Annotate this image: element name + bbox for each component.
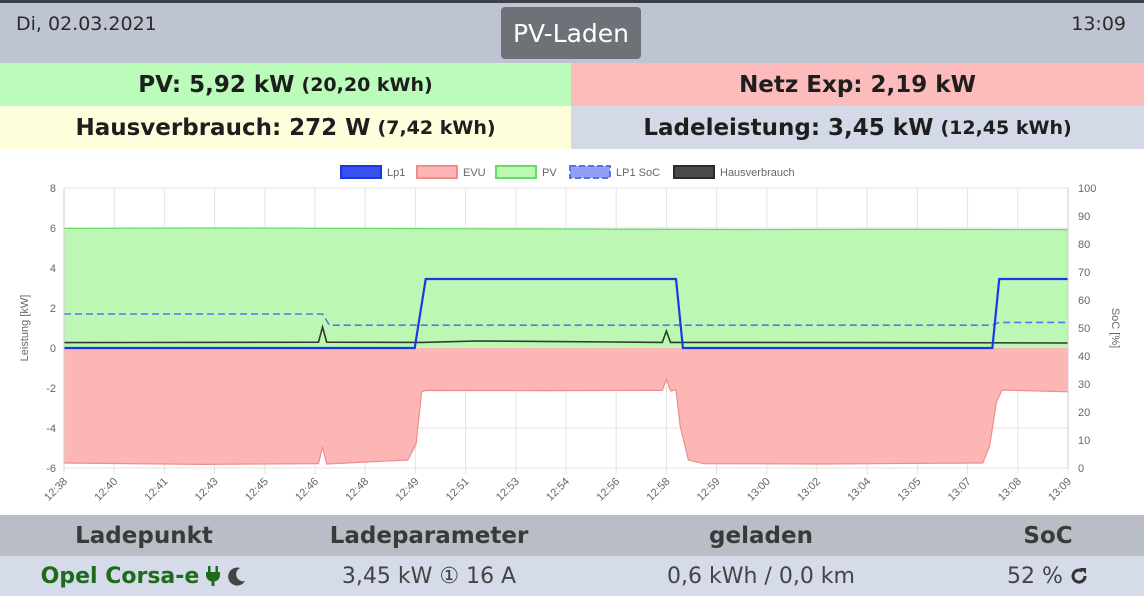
y-tick-label: 4 bbox=[50, 263, 56, 275]
header-ladepunkt: Ladepunkt bbox=[75, 522, 213, 549]
y2-tick-label: 0 bbox=[1078, 463, 1084, 475]
y-tick-label: -4 bbox=[46, 423, 56, 435]
pv-line bbox=[63, 227, 1069, 231]
y-axis-title: Leistung [kW] bbox=[19, 295, 31, 362]
header-bar: Di, 02.03.2021 PV-Laden 13:09 bbox=[0, 3, 1144, 63]
hausverbrauch-value: Hausverbrauch: 272 W bbox=[75, 114, 371, 141]
table-row: Opel Corsa-e 3,45 kW ① 16 A 0,6 kWh / 0,… bbox=[0, 556, 1144, 596]
legend-label: Lp1 bbox=[387, 167, 405, 179]
pv-energy: (20,20 kWh) bbox=[301, 73, 433, 96]
header-ladeparameter: Ladeparameter bbox=[329, 522, 529, 549]
y2-tick-label: 40 bbox=[1078, 351, 1090, 363]
moon-icon[interactable] bbox=[227, 566, 247, 586]
netz-value: Netz Exp: 2,19 kW bbox=[739, 71, 976, 98]
x-tick-label: 13:08 bbox=[996, 476, 1024, 504]
y2-tick-label: 30 bbox=[1078, 379, 1090, 391]
top-border bbox=[0, 0, 1144, 3]
legend-label: PV bbox=[542, 167, 557, 179]
x-tick-label: 13:07 bbox=[946, 476, 974, 504]
pv-value: PV: 5,92 kW bbox=[138, 71, 295, 98]
legend-swatch bbox=[569, 165, 611, 179]
legend-swatch bbox=[673, 165, 715, 179]
y-tick-label: 2 bbox=[50, 303, 56, 315]
x-tick-label: 12:43 bbox=[193, 476, 221, 504]
refresh-icon[interactable] bbox=[1069, 566, 1089, 586]
date-label: Di, 02.03.2021 bbox=[16, 13, 157, 35]
x-tick-label: 12:40 bbox=[92, 476, 120, 504]
x-tick-label: 12:56 bbox=[594, 476, 622, 504]
lp1-line bbox=[64, 277, 1068, 350]
x-tick-label: 12:48 bbox=[343, 476, 371, 504]
x-tick-label: 12:45 bbox=[243, 476, 271, 504]
soc-line bbox=[64, 313, 1068, 326]
x-tick-label: 13:02 bbox=[795, 476, 823, 504]
x-tick-label: 12:58 bbox=[645, 476, 673, 504]
x-tick-label: 12:51 bbox=[444, 476, 472, 504]
mode-button[interactable]: PV-Laden bbox=[501, 7, 641, 59]
y2-tick-label: 100 bbox=[1078, 183, 1096, 195]
y2-tick-label: 60 bbox=[1078, 295, 1090, 307]
y-tick-label: 0 bbox=[50, 343, 56, 355]
ladeleistung-tile: Ladeleistung: 3,45 kW (12,45 kWh) bbox=[571, 106, 1144, 149]
x-tick-label: 12:38 bbox=[42, 476, 70, 504]
evu-line bbox=[63, 377, 1069, 466]
cell-ladeparameter: 3,45 kW ① 16 A bbox=[288, 556, 570, 596]
y-tick-label: -2 bbox=[46, 383, 56, 395]
pv-tile: PV: 5,92 kW (20,20 kWh) bbox=[0, 63, 571, 106]
legend-swatch bbox=[495, 165, 537, 179]
netz-tile: Netz Exp: 2,19 kW bbox=[571, 63, 1144, 106]
ladeleistung-value: Ladeleistung: 3,45 kW bbox=[643, 114, 934, 141]
hausverbrauch-energy: (7,42 kWh) bbox=[377, 116, 496, 139]
legend-swatch bbox=[340, 165, 382, 179]
y2-tick-label: 70 bbox=[1078, 267, 1090, 279]
legend-label: LP1 SoC bbox=[616, 167, 660, 179]
vehicle-name[interactable]: Opel Corsa-e bbox=[40, 563, 200, 589]
x-tick-label: 13:09 bbox=[1046, 476, 1074, 504]
x-tick-label: 12:59 bbox=[695, 476, 723, 504]
cell-geladen: 0,6 kWh / 0,0 km bbox=[570, 556, 952, 596]
x-tick-label: 13:05 bbox=[896, 476, 924, 504]
y2-tick-label: 80 bbox=[1078, 239, 1090, 251]
pv-area bbox=[64, 228, 1068, 348]
x-tick-label: 12:46 bbox=[293, 476, 321, 504]
hausverbrauch-line bbox=[63, 323, 1069, 344]
plug-icon bbox=[205, 566, 221, 586]
legend-label: Hausverbrauch bbox=[720, 167, 795, 179]
x-tick-label: 12:49 bbox=[394, 476, 422, 504]
y2-tick-label: 20 bbox=[1078, 407, 1090, 419]
cell-soc: 52 % bbox=[952, 556, 1144, 596]
y-tick-label: 8 bbox=[50, 183, 56, 195]
x-tick-label: 12:41 bbox=[143, 476, 171, 504]
x-tick-label: 13:00 bbox=[745, 476, 773, 504]
y-tick-label: -6 bbox=[46, 463, 56, 475]
soc-value: 52 % bbox=[1007, 563, 1063, 589]
power-chart: 8 6 4 2 0 -2 -4 -6 100 90 80 70 60 50 40 30 20 10 0 12:38 12… bbox=[0, 158, 1144, 514]
hausverbrauch-tile: Hausverbrauch: 272 W (7,42 kWh) bbox=[0, 106, 571, 149]
header-geladen: geladen bbox=[709, 522, 813, 549]
header-soc: SoC bbox=[1023, 522, 1073, 549]
legend-swatch bbox=[416, 165, 458, 179]
y2-tick-label: 10 bbox=[1078, 435, 1090, 447]
ladeleistung-energy: (12,45 kWh) bbox=[940, 116, 1072, 139]
evu-area bbox=[64, 348, 1068, 465]
x-tick-label: 12:54 bbox=[544, 476, 572, 504]
x-tick-label: 13:04 bbox=[845, 476, 873, 504]
x-tick-label: 12:53 bbox=[494, 476, 522, 504]
geladen-value: 0,6 kWh / 0,0 km bbox=[667, 563, 855, 589]
table-header: Ladepunkt Ladeparameter geladen SoC bbox=[0, 515, 1144, 556]
y2-axis-title: SoC [%] bbox=[1109, 308, 1121, 348]
cell-ladepunkt[interactable]: Opel Corsa-e bbox=[0, 556, 288, 596]
time-label: 13:09 bbox=[1071, 13, 1126, 35]
y-tick-label: 6 bbox=[50, 223, 56, 235]
legend-label: EVU bbox=[463, 167, 486, 179]
y2-tick-label: 90 bbox=[1078, 211, 1090, 223]
y2-tick-label: 50 bbox=[1078, 323, 1090, 335]
ladeparameter-value: 3,45 kW ① 16 A bbox=[341, 563, 517, 589]
